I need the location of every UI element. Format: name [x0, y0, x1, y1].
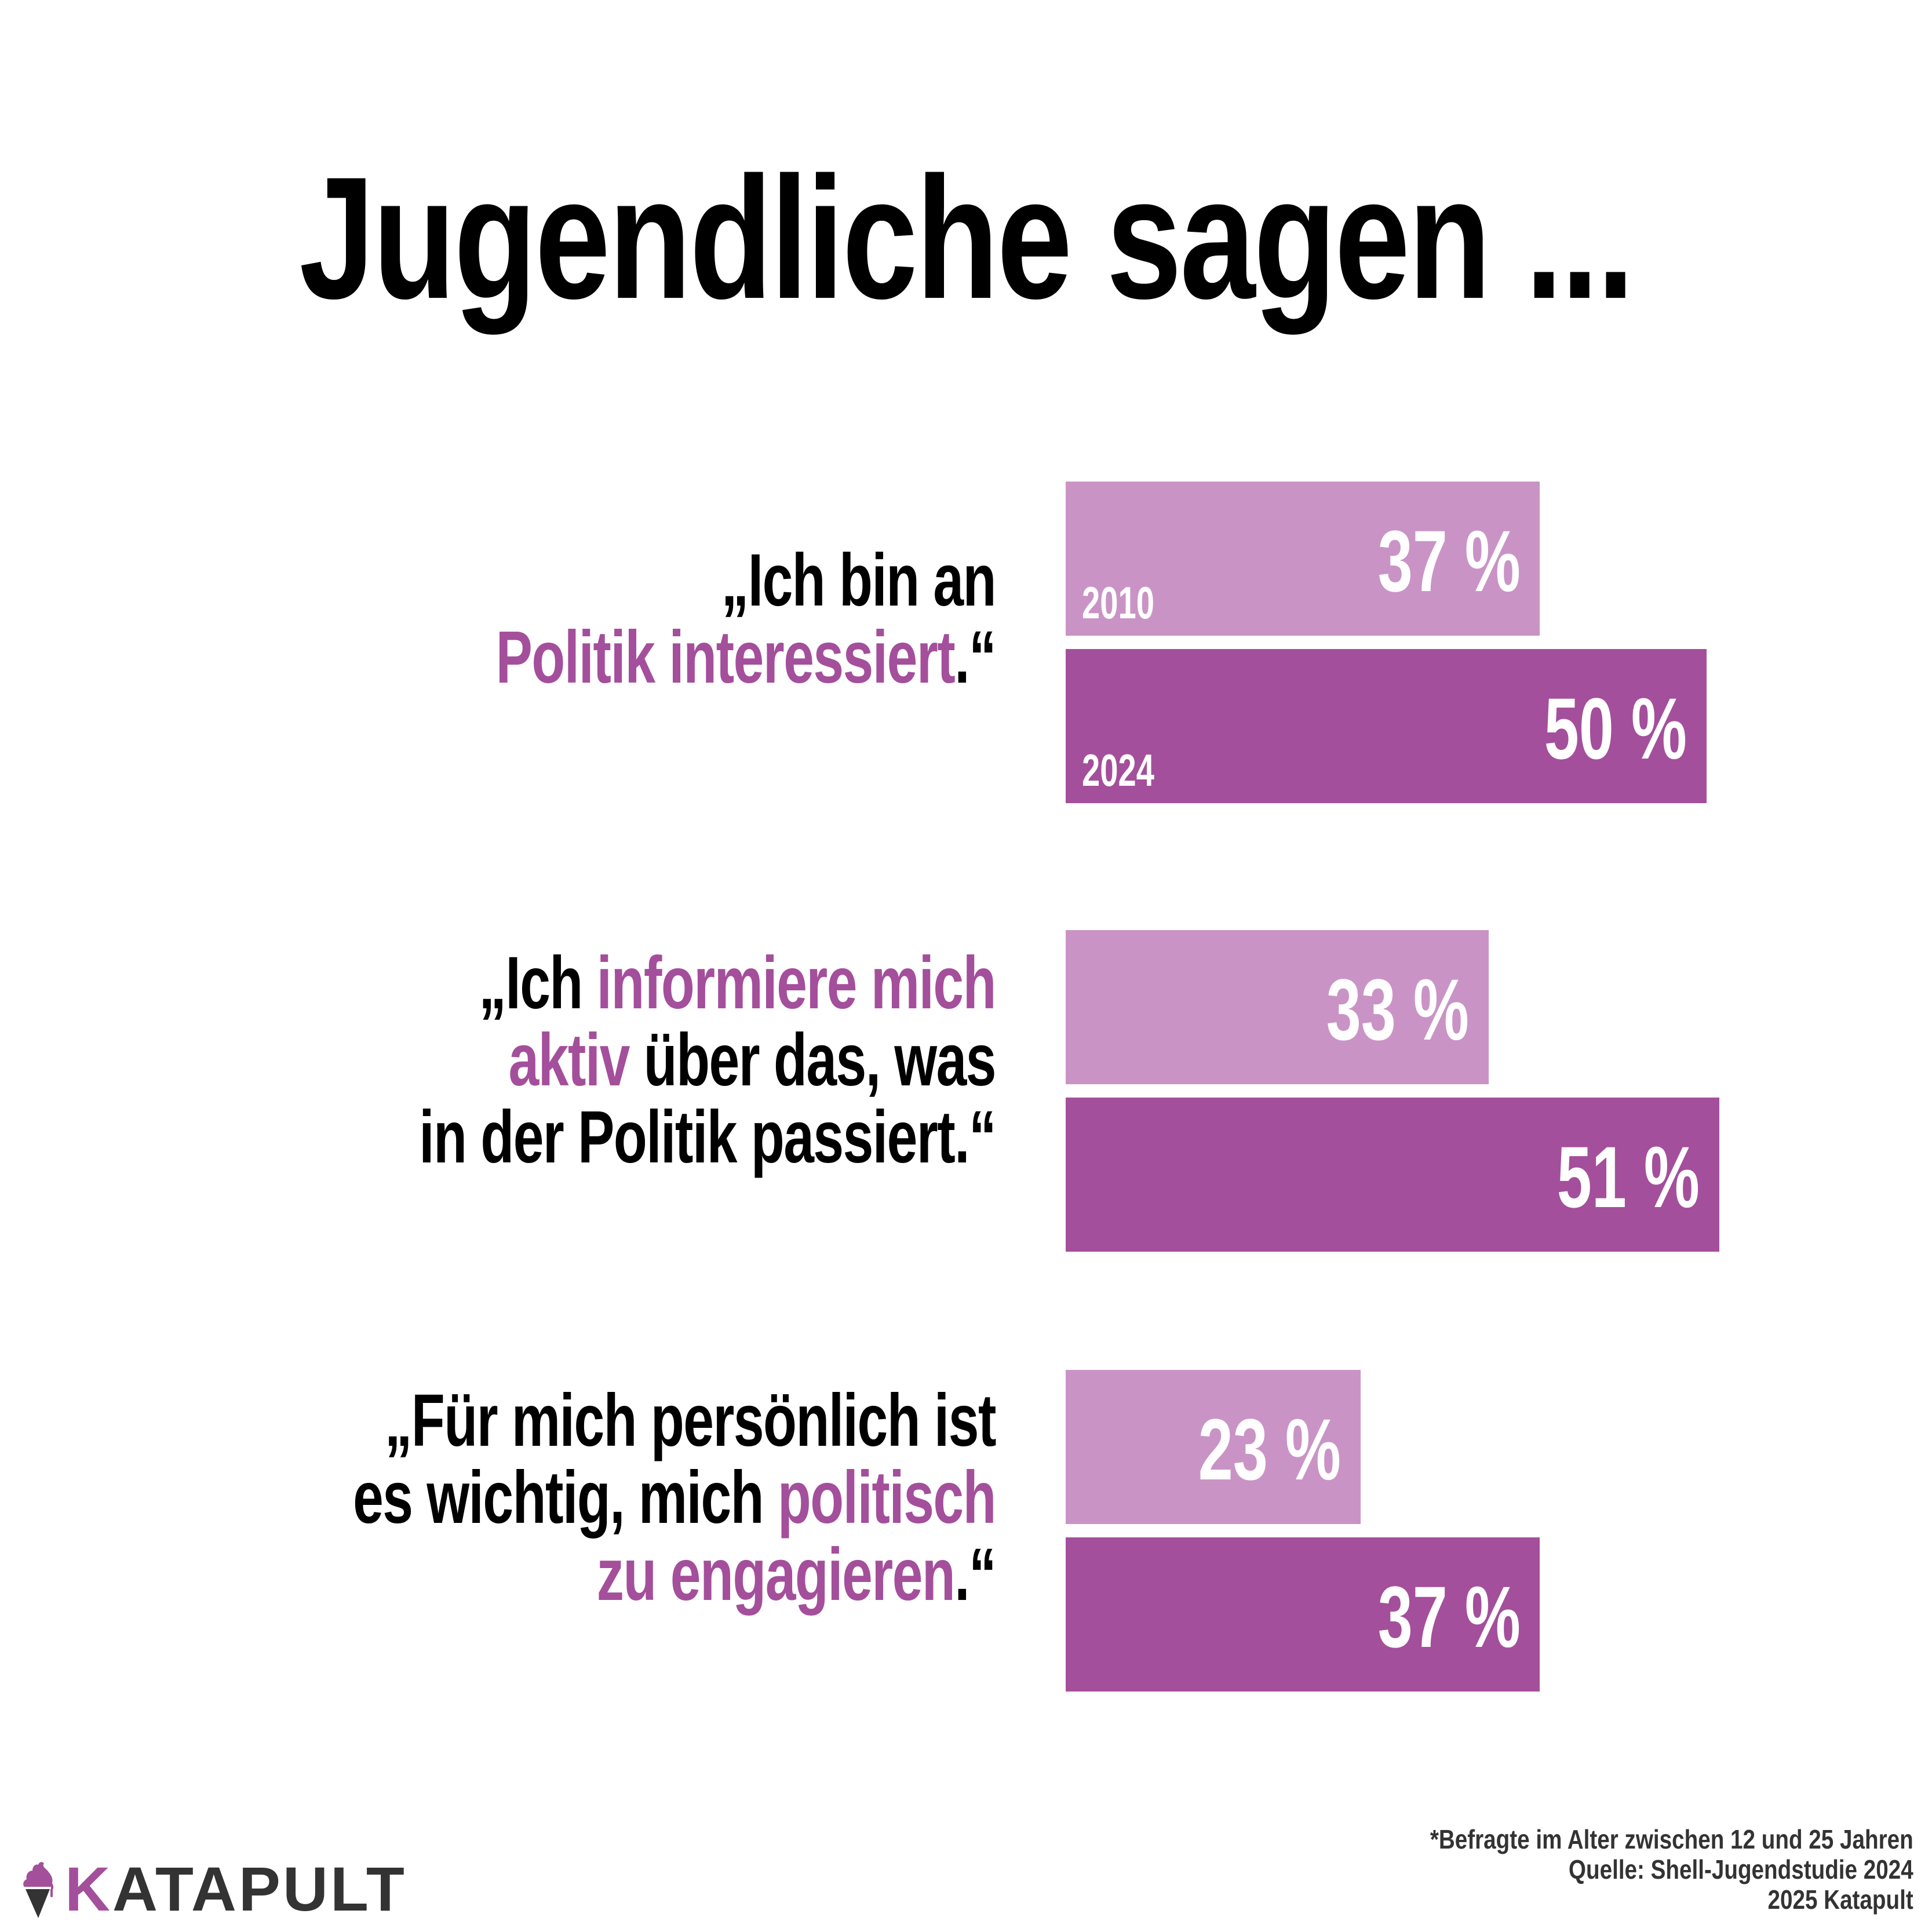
- page-title: Jugendliche sagen ...: [299, 140, 1634, 335]
- quote-line: „Ich bin an: [352, 539, 997, 622]
- data-label: 51 %: [1556, 1128, 1700, 1226]
- bar-2010-group-2: 33 %: [1066, 930, 1489, 1084]
- data-label: 33 %: [1326, 961, 1469, 1058]
- quote-text: es wichtig, mich: [353, 1456, 778, 1539]
- quote-line: „Für mich persönlich ist: [352, 1382, 996, 1459]
- katapult-logo: KATAPULT: [22, 1854, 407, 1924]
- quote-line: es wichtig, mich politisch: [352, 1459, 996, 1536]
- quote-text: „Ich: [479, 942, 597, 1025]
- quote-line: zu engagieren.“: [352, 1533, 997, 1616]
- quote-highlight: aktiv: [508, 1019, 630, 1102]
- year-label: 2024: [1082, 745, 1154, 796]
- logo-wordmark: KATAPULT: [65, 1854, 407, 1924]
- quote-highlight: zu engagieren: [596, 1533, 956, 1616]
- bar-2024-group-2: 51 %: [1066, 1098, 1720, 1252]
- data-label: 50 %: [1544, 680, 1687, 777]
- quote-3: „Für mich persönlich ist es wichtig, mich…: [352, 1382, 996, 1613]
- quote-highlight: informiere mich: [596, 942, 997, 1025]
- quote-text: .“: [954, 616, 996, 699]
- bar-2024-group-3: 37 %: [1066, 1537, 1540, 1692]
- quote-line: in der Politik passiert.“: [352, 1099, 996, 1176]
- quote-1: „Ich bin an Politik interessiert.“: [352, 539, 997, 699]
- bar-2010-group-1: 37 % 2010: [1066, 482, 1540, 636]
- quote-2: „Ich informiere mich aktiv über das, was i…: [352, 945, 996, 1176]
- ice-cream-icon: [23, 1862, 54, 1918]
- quote-text: in der Politik passiert.“: [419, 1096, 996, 1179]
- footnote-copyright: 2025 Katapult: [1767, 1884, 1913, 1915]
- quote-line: „Ich informiere mich: [352, 945, 996, 1022]
- footnote-source: Quelle: Shell-Jugendstudie 2024: [1569, 1854, 1913, 1884]
- data-label: 37 %: [1377, 512, 1521, 610]
- footnote-respondents: *Befragte im Alter zwischen 12 und 25 Ja…: [1430, 1824, 1913, 1854]
- data-label: 23 %: [1198, 1401, 1341, 1498]
- quote-highlight: Politik interessiert: [495, 616, 956, 699]
- quote-text: .“: [954, 1533, 996, 1616]
- year-label: 2010: [1082, 577, 1154, 628]
- quote-highlight: politisch: [777, 1456, 997, 1539]
- footnote: *Befragte im Alter zwischen 12 und 25 Ja…: [1430, 1824, 1913, 1915]
- quote-text: „Für mich persönlich ist: [385, 1379, 996, 1462]
- data-label: 37 %: [1377, 1568, 1521, 1665]
- quote-text: „Ich bin an: [721, 539, 997, 622]
- quote-line: Politik interessiert.“: [352, 616, 997, 699]
- bar-2010-group-3: 23 %: [1066, 1370, 1361, 1524]
- bar-2024-group-1: 50 % 2024: [1066, 649, 1707, 803]
- quote-line: aktiv über das, was: [352, 1022, 996, 1099]
- quote-text: über das, was: [629, 1019, 997, 1102]
